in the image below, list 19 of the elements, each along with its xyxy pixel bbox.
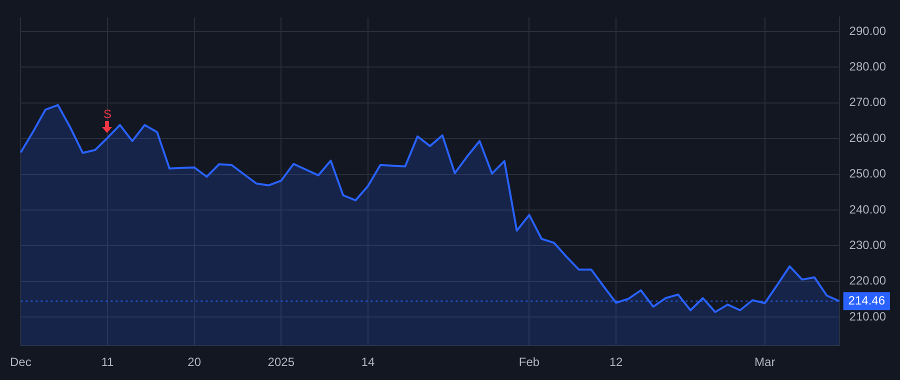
ref-line-label: 214.46 [848, 293, 886, 308]
x-tick-label: 11 [101, 355, 114, 370]
y-tick-label: 250.00 [849, 166, 886, 181]
y-tick-label: 210.00 [849, 309, 886, 324]
y-tick-label: 280.00 [849, 59, 886, 74]
y-tick-label: 270.00 [849, 95, 886, 110]
x-tick-label: Feb [518, 355, 540, 370]
y-tick-label: 220.00 [849, 274, 886, 288]
y-tick-label: 240.00 [849, 202, 886, 216]
x-tick-label: 20 [188, 355, 202, 370]
x-tick-label: Mar [754, 355, 776, 370]
x-tick-label: Dec [10, 355, 32, 370]
x-tick-label: 14 [361, 355, 375, 370]
y-tick-label: 290.00 [849, 24, 886, 38]
y-tick-label: 260.00 [849, 130, 886, 145]
x-tick-label: 2025 [268, 355, 295, 370]
annotation: S [103, 106, 112, 121]
y-tick-label: 230.00 [849, 238, 886, 252]
x-tick-label: 12 [609, 355, 624, 370]
